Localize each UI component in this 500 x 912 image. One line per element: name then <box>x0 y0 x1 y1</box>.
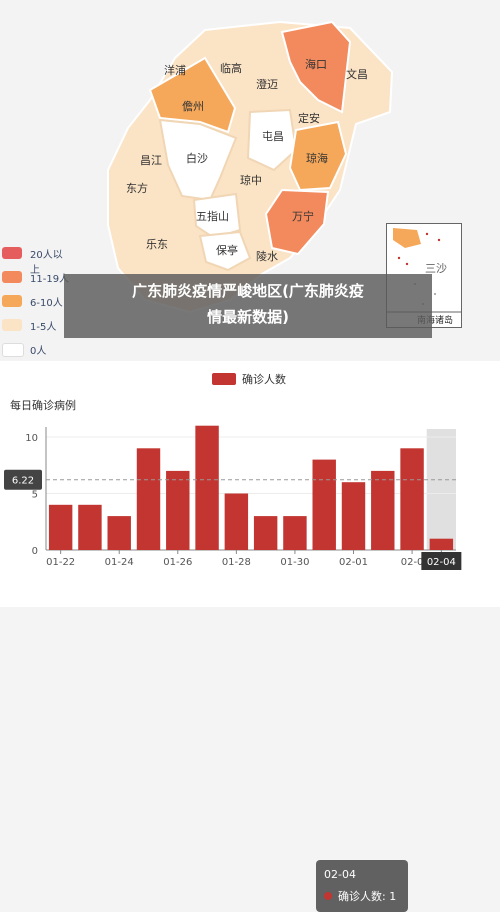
banner-line-2: 情最新数据) <box>207 308 289 326</box>
legend-label: 1-5人 <box>30 322 57 333</box>
city-haikou[interactable]: 海口 <box>305 58 327 71</box>
tooltip-marker <box>324 892 332 900</box>
city-changjiang[interactable]: 昌江 <box>140 154 162 167</box>
region-qionghai <box>288 120 348 192</box>
x-tick-label: 02-01 <box>339 557 368 568</box>
bar[interactable] <box>136 448 161 550</box>
legend-item[interactable]: 6-10人 <box>2 292 72 310</box>
city-yangpu[interactable]: 洋浦 <box>164 64 186 77</box>
city-qionghai[interactable]: 琼海 <box>306 152 328 165</box>
legend-item[interactable]: 20人以上 <box>2 244 72 276</box>
x-tick-label: 01-30 <box>280 557 309 568</box>
bar[interactable] <box>429 538 454 550</box>
banner-line-1: 广东肺炎疫情严峻地区(广东肺炎疫 <box>132 282 364 300</box>
legend-label: 20人以上 <box>30 250 63 276</box>
x-tick-label: 01-22 <box>46 557 75 568</box>
inset-island-label: 三沙 <box>425 262 447 275</box>
inset-caption: 南海诸岛 <box>417 316 454 326</box>
average-line-badge <box>4 469 42 490</box>
legend-item[interactable]: 11-19人 <box>2 268 72 286</box>
city-qiongzhong[interactable]: 琼中 <box>240 174 262 187</box>
city-dingan[interactable]: 定安 <box>298 112 320 125</box>
legend-swatch <box>2 319 22 331</box>
city-tunchang[interactable]: 屯昌 <box>262 130 284 143</box>
legend-item[interactable]: 0人 <box>2 340 72 358</box>
region-haikou <box>280 20 352 114</box>
city-linhai[interactable]: 临高 <box>220 62 242 75</box>
tooltip: 02-04 确诊人数: 1 <box>316 860 408 912</box>
bar[interactable] <box>312 459 336 550</box>
map-panel: 洋浦 临高 海口 文昌 儋州 澄迈 定安 屯昌 昌江 白沙 琼海 东方 琼中 五… <box>0 0 500 360</box>
chart-panel: 确诊人数 每日确诊病例 0 5 10 6.22 01-22 01-24 01-26 01-28… <box>0 361 500 912</box>
bar[interactable] <box>78 504 102 550</box>
city-baisha[interactable]: 白沙 <box>186 152 208 165</box>
chart-title: 每日确诊病例 <box>10 398 76 412</box>
bar[interactable] <box>283 516 307 550</box>
legend-label-chart[interactable]: 确诊人数 <box>242 372 286 386</box>
legend-label: 0人 <box>30 346 47 357</box>
y-tick-label: 10 <box>25 433 38 444</box>
legend-label: 6-10人 <box>30 298 63 309</box>
bar[interactable] <box>224 493 249 551</box>
city-wuzhishan[interactable]: 五指山 <box>196 210 229 223</box>
legend-item[interactable]: 1-5人 <box>2 316 72 334</box>
tooltip-title: 02-04 <box>324 868 356 881</box>
city-ledong[interactable]: 乐东 <box>146 238 168 251</box>
region-baoting <box>198 230 252 272</box>
legend-swatch <box>2 247 22 259</box>
city-lingshui[interactable]: 陵水 <box>256 250 278 263</box>
region-tunchang <box>246 108 298 172</box>
y-tick-label: 0 <box>32 546 38 557</box>
chart-layer: 0 5 10 6.22 01-22 01-24 01-26 01-28 01-30 02-01 02… <box>4 425 462 570</box>
bar[interactable] <box>195 425 219 550</box>
bar[interactable] <box>371 470 395 550</box>
city-wenchang[interactable]: 文昌 <box>346 68 368 81</box>
average-line-label: 6.22 <box>12 476 34 487</box>
legend-swatch-bar <box>212 373 236 385</box>
legend-swatch <box>2 343 24 357</box>
title-banner: 广东肺炎疫情严峻地区(广东肺炎疫 情最新数据) <box>64 274 432 338</box>
bar[interactable] <box>400 448 424 550</box>
city-danzhou[interactable]: 儋州 <box>182 100 204 113</box>
highlight-band <box>426 429 456 550</box>
bar[interactable] <box>166 470 190 550</box>
x-tick-label: 01-24 <box>105 557 134 568</box>
x-tick-label: 01-28 <box>222 557 251 568</box>
city-chengmai[interactable]: 澄迈 <box>256 78 278 91</box>
city-wanning[interactable]: 万宁 <box>292 210 314 223</box>
region-baisha <box>158 118 238 202</box>
bar[interactable] <box>48 504 73 550</box>
x-tick-highlight-badge <box>421 552 462 570</box>
bar[interactable] <box>253 516 278 550</box>
x-tick-label: 01-26 <box>163 557 192 568</box>
bar[interactable] <box>107 516 131 550</box>
city-dongfang[interactable]: 东方 <box>126 182 148 195</box>
hainan-map <box>107 20 394 314</box>
x-tick-label: 02-04 <box>427 557 456 568</box>
tooltip-value: 确诊人数: 1 <box>338 890 397 903</box>
region-wanning <box>264 188 330 256</box>
legend-swatch <box>2 295 22 307</box>
bar-chart: 确诊人数 每日确诊病例 0 5 10 6.22 01-22 01-24 01-26 01-28… <box>4 372 462 570</box>
bar[interactable] <box>341 482 366 550</box>
legend-swatch <box>2 271 22 283</box>
y-tick-label: 5 <box>32 490 38 501</box>
region-danzhou <box>148 56 237 134</box>
x-tick-label: 02-0 <box>401 557 424 568</box>
legend-label: 11-19人 <box>30 274 70 285</box>
city-baoting[interactable]: 保亭 <box>216 244 238 257</box>
